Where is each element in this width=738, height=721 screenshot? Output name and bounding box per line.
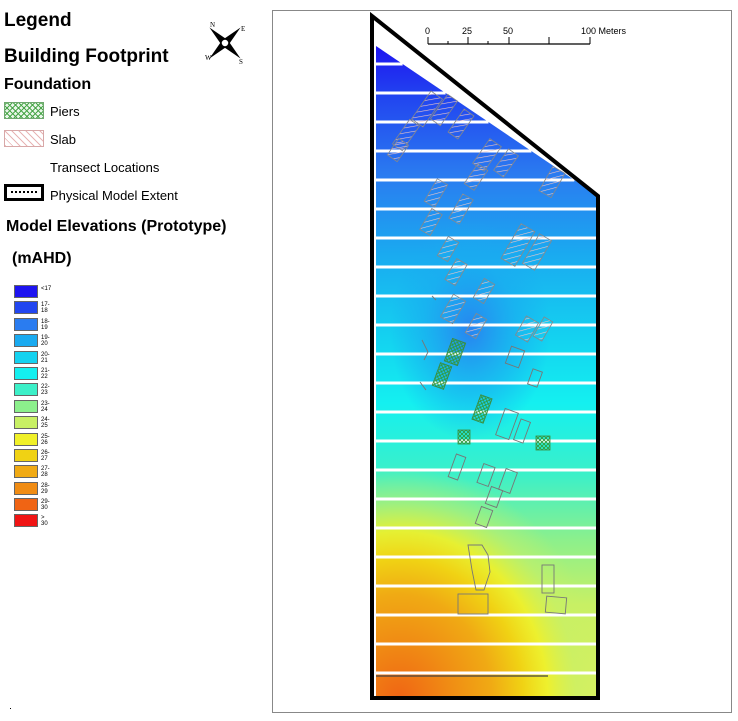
elevation-bin-label: 24-25 bbox=[41, 417, 50, 430]
elevation-bin-swatch bbox=[14, 416, 38, 430]
elevation-bin-label: 23-24 bbox=[41, 400, 50, 413]
elevation-bin-label: 29-30 bbox=[41, 499, 50, 512]
elevation-bin-swatch bbox=[14, 334, 38, 348]
elevation-bin-label: 28-29 bbox=[41, 482, 50, 495]
elevation-unit: (mAHD) bbox=[12, 250, 72, 267]
compass-n: N bbox=[210, 21, 215, 29]
compass-e: E bbox=[241, 25, 245, 33]
elevation-bin-swatch bbox=[14, 350, 38, 364]
elevation-bin-label: > 30 bbox=[41, 515, 48, 528]
extent-swatch bbox=[4, 184, 44, 201]
scale-tick-100: 100 Meters bbox=[581, 26, 627, 36]
elevation-bin-label: 26-27 bbox=[41, 449, 50, 462]
elevation-bin-swatch bbox=[14, 481, 38, 495]
legend-title: Legend bbox=[4, 10, 72, 31]
elevation-bin-swatch bbox=[14, 301, 38, 315]
scale-tick-50: 50 bbox=[503, 26, 513, 36]
legend-foundation: Foundation bbox=[4, 76, 92, 93]
elevation-bin-label: 25-26 bbox=[41, 433, 50, 446]
elevation-bin-label: 22-23 bbox=[41, 384, 50, 397]
elevation-bin-label: 19-20 bbox=[41, 335, 50, 348]
slab-label: Slab bbox=[50, 132, 77, 147]
elevation-bin-swatch bbox=[14, 285, 38, 298]
compass-w: W bbox=[205, 54, 212, 62]
building-footprints bbox=[386, 90, 568, 615]
elevation-title: Model Elevations (Prototype) bbox=[6, 218, 227, 235]
artifact-dot bbox=[10, 708, 11, 709]
transect-label: Transect Locations bbox=[50, 160, 160, 175]
elevation-bin-swatch bbox=[14, 432, 38, 446]
scale-tick-0: 0 bbox=[425, 26, 430, 36]
elevation-bin-swatch bbox=[14, 383, 38, 397]
extent-label: Physical Model Extent bbox=[50, 188, 178, 203]
elevation-bin-label: 18-19 bbox=[41, 318, 50, 331]
slab-swatch bbox=[4, 130, 44, 147]
elevation-bin-label: 27-28 bbox=[41, 466, 50, 479]
scale-bar: 0 25 50 100 Meters bbox=[425, 26, 627, 45]
physical-model-extent bbox=[370, 11, 600, 700]
piers-label: Piers bbox=[50, 104, 80, 119]
elevation-bin-swatch bbox=[14, 399, 38, 413]
north-arrow-icon: N E S W bbox=[205, 21, 245, 66]
map-legend: Legend Building Footprint Foundation Pie… bbox=[0, 0, 262, 721]
piers-swatch bbox=[4, 102, 44, 119]
elevation-bin-swatch bbox=[14, 498, 38, 512]
elevation-bin-swatch bbox=[14, 317, 38, 331]
elevation-bin-label: 21-22 bbox=[41, 367, 50, 380]
elevation-bin-swatch bbox=[14, 514, 38, 528]
map-frame bbox=[272, 10, 732, 713]
scale-tick-25: 25 bbox=[462, 26, 472, 36]
elevation-bin-swatch bbox=[14, 448, 38, 462]
legend-building-footprint: Building Footprint bbox=[4, 46, 169, 67]
elevation-surface bbox=[376, 46, 598, 696]
compass-s: S bbox=[239, 58, 243, 66]
elevation-bin-label: 17-18 bbox=[41, 302, 50, 315]
elevation-bin-swatch bbox=[14, 465, 38, 479]
elevation-bin-label: <17 bbox=[41, 286, 52, 292]
elevation-bin-swatch bbox=[14, 366, 38, 380]
elevation-bin-label: 20-21 bbox=[41, 351, 50, 364]
